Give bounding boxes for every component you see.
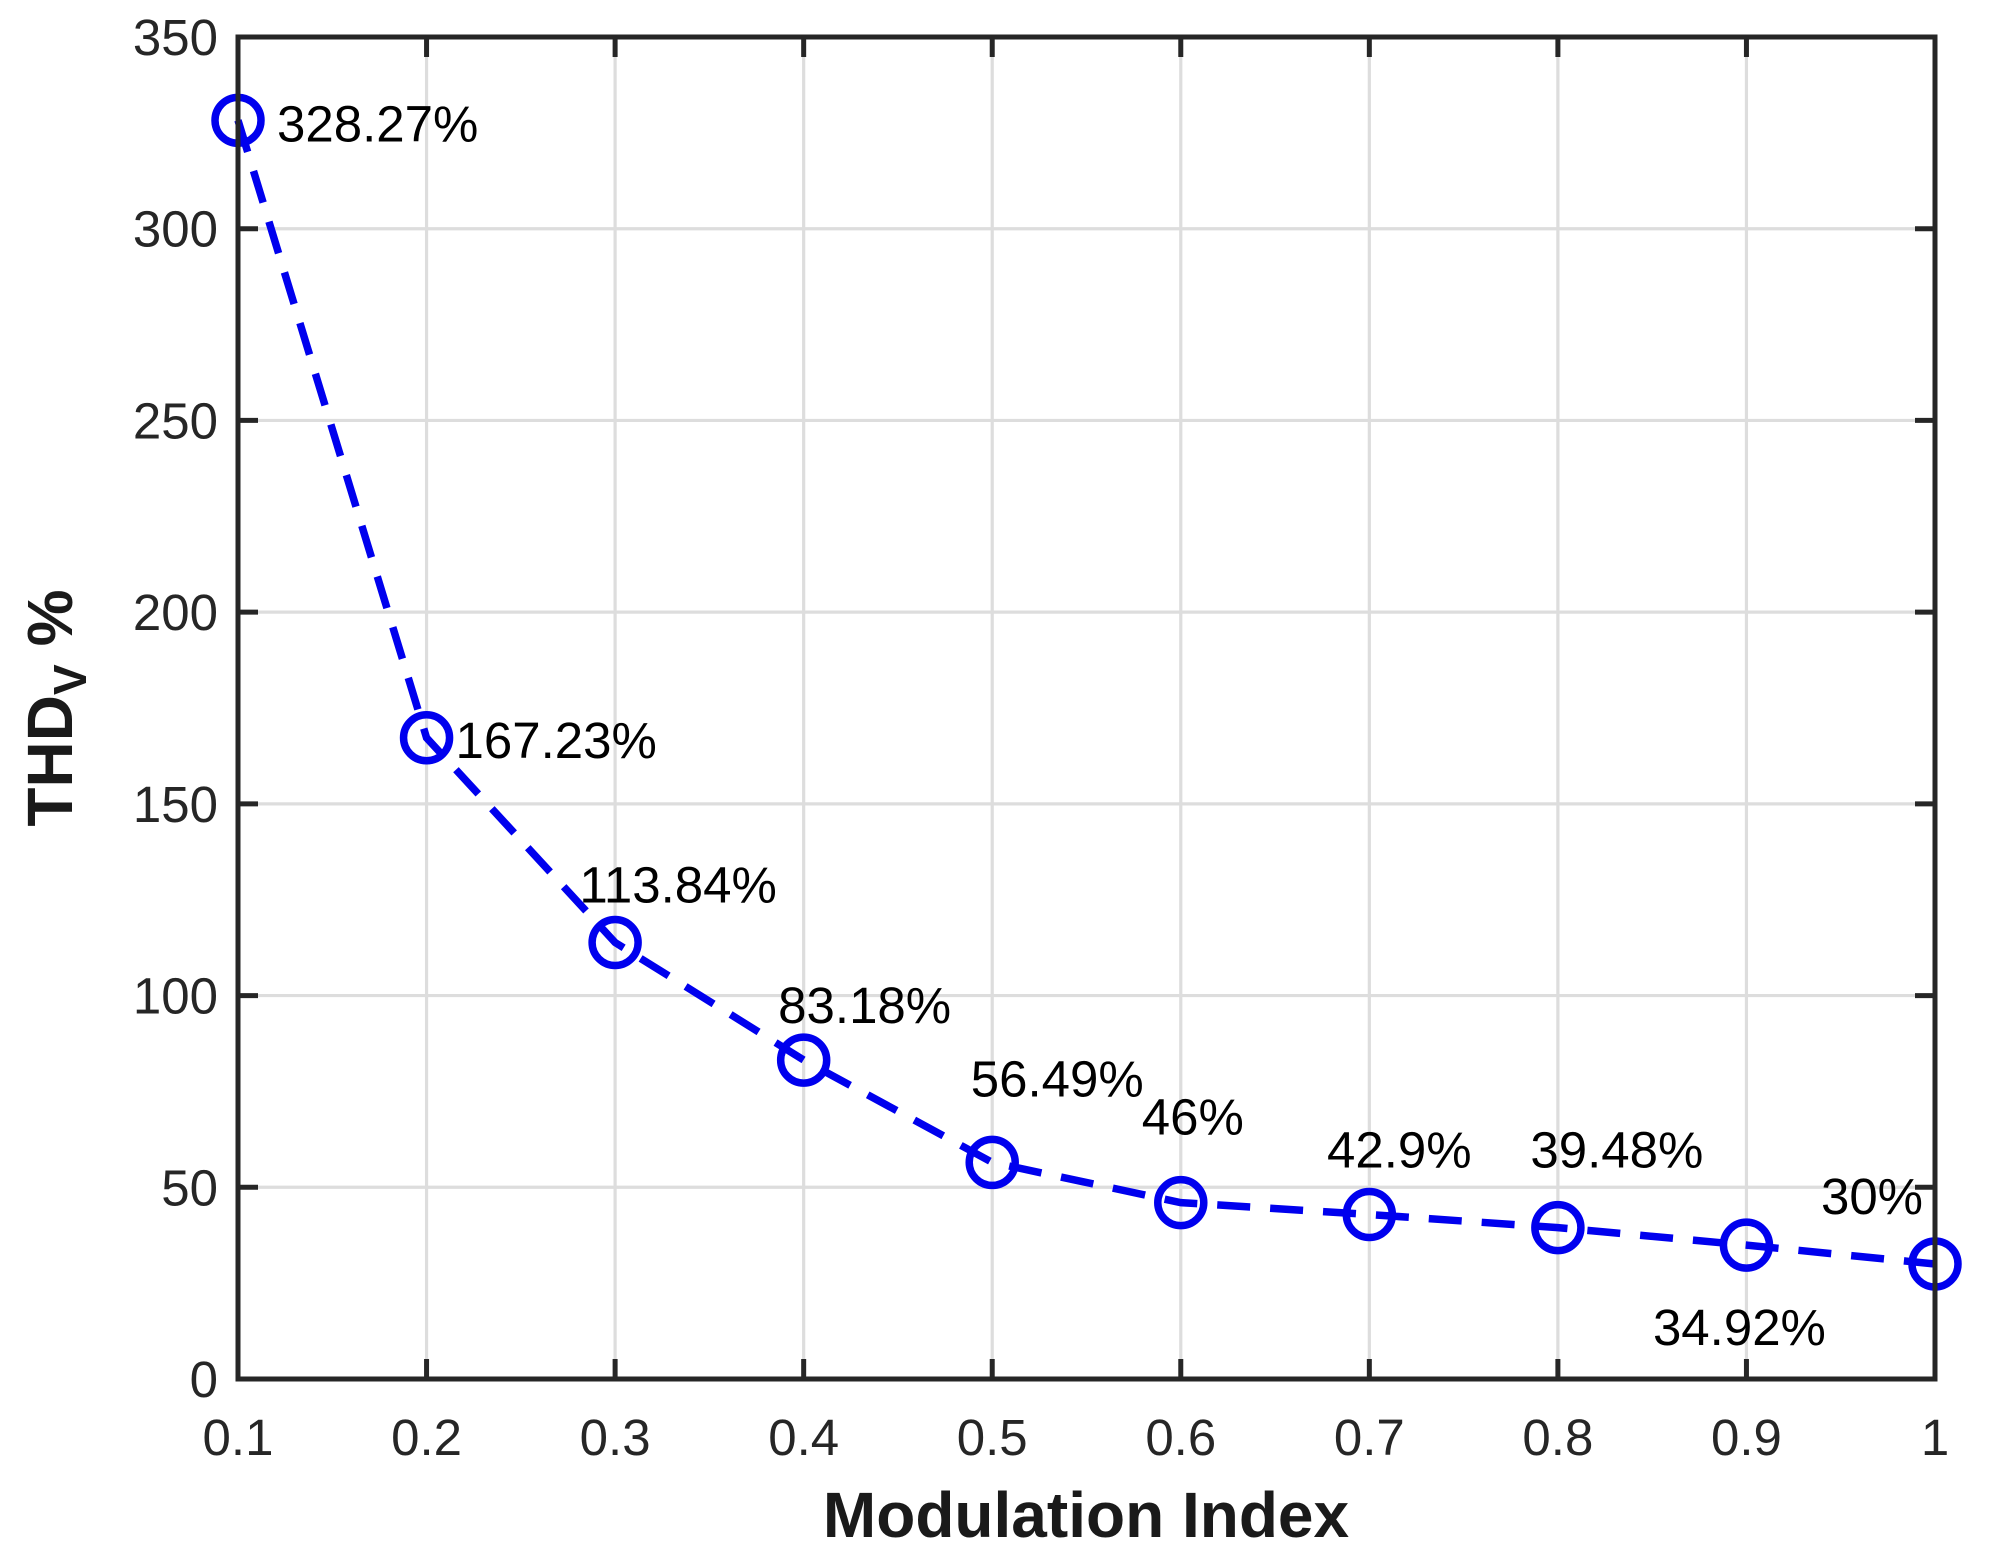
data-point-value-label: 113.84% <box>579 857 777 914</box>
data-point-marker <box>1154 1175 1208 1230</box>
x-tick-label: 0.7 <box>1334 1409 1405 1466</box>
y-axis-label: THDV% <box>14 589 96 826</box>
data-point-marker <box>588 915 642 970</box>
data-point-value-label: 328.27% <box>277 95 478 152</box>
series-line <box>234 119 1936 1268</box>
data-point-value-label: 83.18% <box>778 977 951 1034</box>
y-tick-label: 200 <box>133 584 218 641</box>
x-tick-label: 1 <box>1921 1409 1949 1466</box>
data-point-marker <box>1342 1187 1397 1242</box>
data-point-marker <box>965 1135 1019 1190</box>
axes-frame <box>235 34 1938 1382</box>
y-axis-label-suffix: % <box>14 589 86 646</box>
x-tick-label: 0.1 <box>203 1409 274 1466</box>
data-point-value-label: 39.48% <box>1530 1122 1703 1179</box>
data-point-marker <box>776 1033 831 1087</box>
data-point-value-label: 167.23% <box>456 712 657 769</box>
y-tick-label: 50 <box>161 1159 218 1216</box>
tick-label-layer: 0.1 0.2 0.3 0.4 0.5 0.6 0.7 0.8 0.9 1 0 50 100 150 200… <box>133 9 1949 1466</box>
y-tick-label: 0 <box>190 1351 218 1408</box>
x-tick-label: 0.9 <box>1711 1409 1782 1466</box>
data-point-marker <box>1719 1218 1774 1272</box>
data-point-value-label: 30% <box>1821 1168 1923 1225</box>
y-tick-label: 350 <box>133 9 218 66</box>
y-tick-label: 150 <box>133 776 218 833</box>
x-tick-label: 0.8 <box>1522 1409 1593 1466</box>
y-axis-label-base: THD <box>14 695 86 827</box>
x-tick-label: 0.3 <box>580 1409 651 1466</box>
data-point-value-label: 56.49% <box>971 1050 1144 1107</box>
data-point-value-label: 42.9% <box>1327 1122 1472 1179</box>
x-tick-label: 0.5 <box>957 1409 1028 1466</box>
point-label-layer: 328.27% 167.23% 113.84% 83.18% 56.49%46% 42.9… <box>277 95 1923 1356</box>
x-tick-label: 0.4 <box>768 1409 839 1466</box>
y-tick-label: 250 <box>133 392 218 449</box>
x-tick-label: 0.6 <box>1145 1409 1216 1466</box>
y-tick-label: 300 <box>133 201 218 258</box>
data-point-marker <box>1531 1200 1585 1255</box>
x-tick-label: 0.2 <box>391 1409 462 1466</box>
data-series-layer <box>211 93 1962 1291</box>
y-axis-label-subscript: V <box>44 664 96 695</box>
data-point-value-label: 34.92% <box>1653 1299 1826 1356</box>
y-tick-label: 100 <box>133 968 218 1025</box>
data-point-marker <box>399 711 454 765</box>
data-point-value-label: 46% <box>1142 1089 1244 1146</box>
x-axis-label: Modulation Index <box>823 1479 1350 1551</box>
axes-frame-layer <box>235 34 1938 1382</box>
